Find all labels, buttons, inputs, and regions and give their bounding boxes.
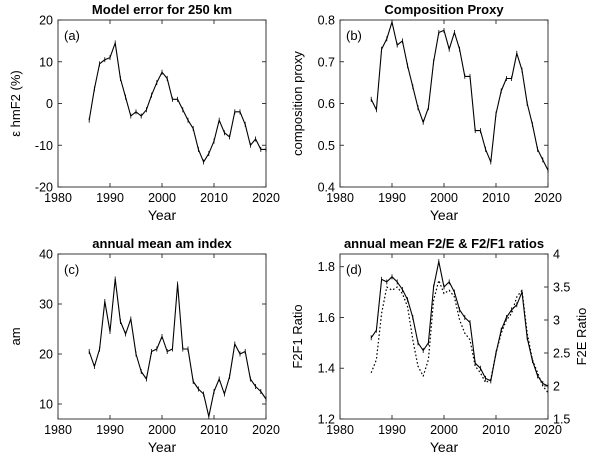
panel-a: 1980 1990 2000 2010 2020 -20 -10 0 10 20 Model err… (8, 2, 280, 223)
y-right-axis-label: F2E Ratio (574, 308, 589, 366)
y-tick-label: 10 (39, 398, 53, 412)
x-tick-label: 2010 (200, 191, 228, 205)
x-tick-label: 2000 (148, 423, 176, 437)
y-right-tick-label: 2 (553, 380, 560, 394)
y-right-tick-label: 2.5 (553, 347, 570, 361)
panel-label: (a) (64, 28, 80, 43)
x-tick-label: 2000 (430, 191, 458, 205)
x-tick-label: 2020 (252, 191, 280, 205)
series-line-1 (370, 261, 549, 387)
y-tick-label: 0.5 (318, 139, 335, 153)
y-axis-label: F2F1 Ratio (290, 304, 305, 368)
y-tick-label: 0.7 (318, 55, 335, 69)
y-tick-label: 0.4 (318, 181, 335, 195)
x-tick-label: 1990 (96, 423, 124, 437)
y-tick-label: 20 (39, 348, 53, 362)
x-tick-label: 2000 (148, 191, 176, 205)
y-tick-label: -20 (35, 181, 53, 195)
series-line-1 (88, 278, 267, 418)
y-tick-label: 1.2 (318, 413, 335, 427)
y-axis-label: ε hmF2 (%) (8, 70, 23, 136)
x-tick-label: 2020 (534, 423, 562, 437)
y-tick-label: 1.6 (318, 311, 335, 325)
y-tick-label: 20 (39, 14, 53, 28)
y-axis-label: composition proxy (290, 51, 305, 156)
y-tick-label: 0 (46, 97, 53, 111)
panel-title: Composition Proxy (384, 2, 504, 17)
x-tick-label: 2020 (534, 191, 562, 205)
x-axis-label: Year (148, 439, 177, 455)
x-tick-label: 1990 (378, 191, 406, 205)
y-tick-label: -10 (35, 139, 53, 153)
axes-frame (57, 19, 267, 188)
panel-label: (c) (64, 262, 79, 277)
x-tick-label: 2010 (482, 423, 510, 437)
panel-c: 1980 1990 2000 2010 2020 10 20 30 40 annual mean … (8, 236, 280, 455)
panel-d: 1980 1990 2000 2010 2020 1.2 1.4 1.6 1.8 1.5 2 2.5 3… (290, 236, 589, 455)
y-tick-label: 1.4 (318, 362, 335, 376)
x-tick-label: 2010 (482, 191, 510, 205)
x-tick-label: 1980 (326, 191, 354, 205)
x-axis-label: Year (148, 207, 177, 223)
y-tick-label: 40 (39, 248, 53, 262)
x-tick-label: 1990 (96, 191, 124, 205)
x-axis-label: Year (430, 207, 459, 223)
panel-label: (b) (346, 28, 362, 43)
y-right-tick-label: 4 (553, 248, 560, 262)
y-right-tick-label: 3 (553, 314, 560, 328)
x-tick-label: 2020 (252, 423, 280, 437)
x-tick-label: 2010 (200, 423, 228, 437)
panel-label: (d) (346, 262, 362, 277)
panel-title: annual mean am index (92, 236, 232, 251)
series-line-2 (370, 279, 549, 393)
y-tick-label: 10 (39, 55, 53, 69)
y-axis-label: am (8, 327, 23, 345)
y-right-tick-label: 1.5 (553, 413, 570, 427)
axes-frame (339, 19, 549, 188)
x-tick-label: 1980 (44, 423, 72, 437)
panel-title: annual mean F2/E & F2/F1 ratios (344, 236, 544, 251)
x-tick-label: 2000 (430, 423, 458, 437)
y-tick-label: 0.6 (318, 97, 335, 111)
x-axis-label: Year (430, 439, 459, 455)
series-line-1 (370, 21, 549, 171)
x-tick-label: 1980 (44, 191, 72, 205)
y-tick-label: 1.8 (318, 260, 335, 274)
y-tick-label: 0.8 (318, 14, 335, 28)
series-line-1 (88, 42, 266, 163)
x-tick-label: 1990 (378, 423, 406, 437)
y-tick-label: 30 (39, 298, 53, 312)
panel-title: Model error for 250 km (92, 2, 232, 17)
x-tick-label: 1980 (326, 423, 354, 437)
panel-b: 1980 1990 2000 2010 2020 0.4 0.5 0.6 0.7 0.8 Compo… (290, 2, 562, 223)
y-right-tick-label: 3.5 (553, 281, 570, 295)
